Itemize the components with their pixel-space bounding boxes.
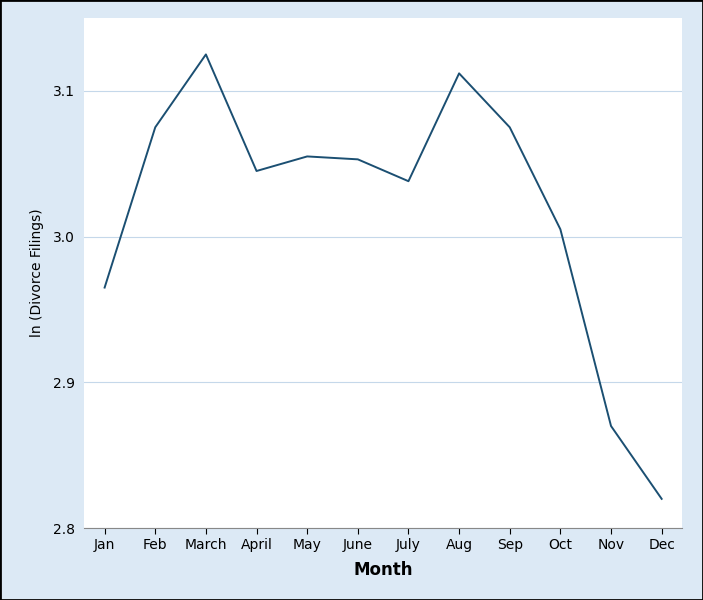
Y-axis label: ln (Divorce Filings): ln (Divorce Filings) <box>30 209 44 337</box>
X-axis label: Month: Month <box>354 561 413 579</box>
